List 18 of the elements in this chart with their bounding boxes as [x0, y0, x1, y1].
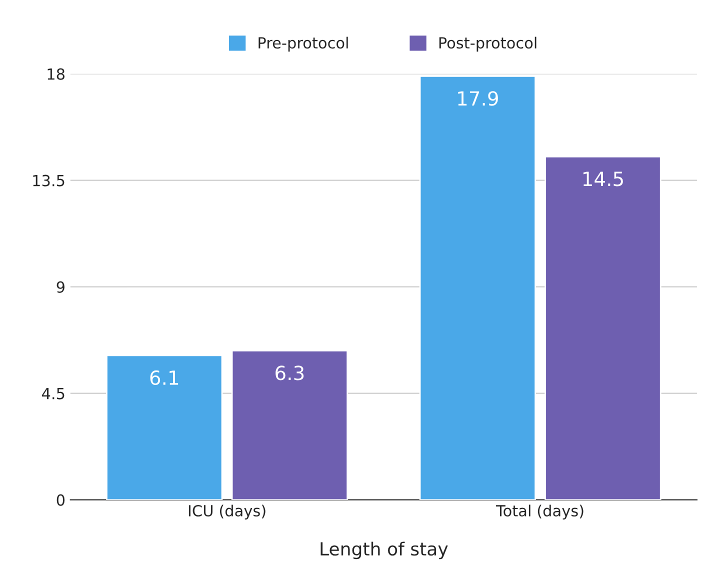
- y-tick-label: 4.5: [42, 388, 64, 400]
- data-label: 6.1: [150, 370, 178, 386]
- data-label: 17.9: [458, 91, 498, 106]
- bar: [544, 156, 662, 500]
- y-tick-label: 13.5: [33, 174, 64, 186]
- data-label: 6.3: [276, 366, 304, 380]
- bar: [419, 76, 536, 500]
- legend-label: Pre-protocol: [258, 36, 348, 52]
- y-tick-label: 18: [48, 68, 64, 80]
- y-tick-label: 0: [56, 494, 65, 506]
- bar: [106, 354, 223, 500]
- y-tick-label: 9: [56, 281, 64, 293]
- x-axis-title: Length of stay: [320, 542, 448, 560]
- x-tick-label: ICU (days): [188, 504, 266, 520]
- legend-label: Post-protocol: [439, 36, 536, 52]
- data-label: 14.5: [583, 172, 623, 186]
- bar: [231, 350, 348, 500]
- x-tick-label: Total (days): [496, 504, 584, 520]
